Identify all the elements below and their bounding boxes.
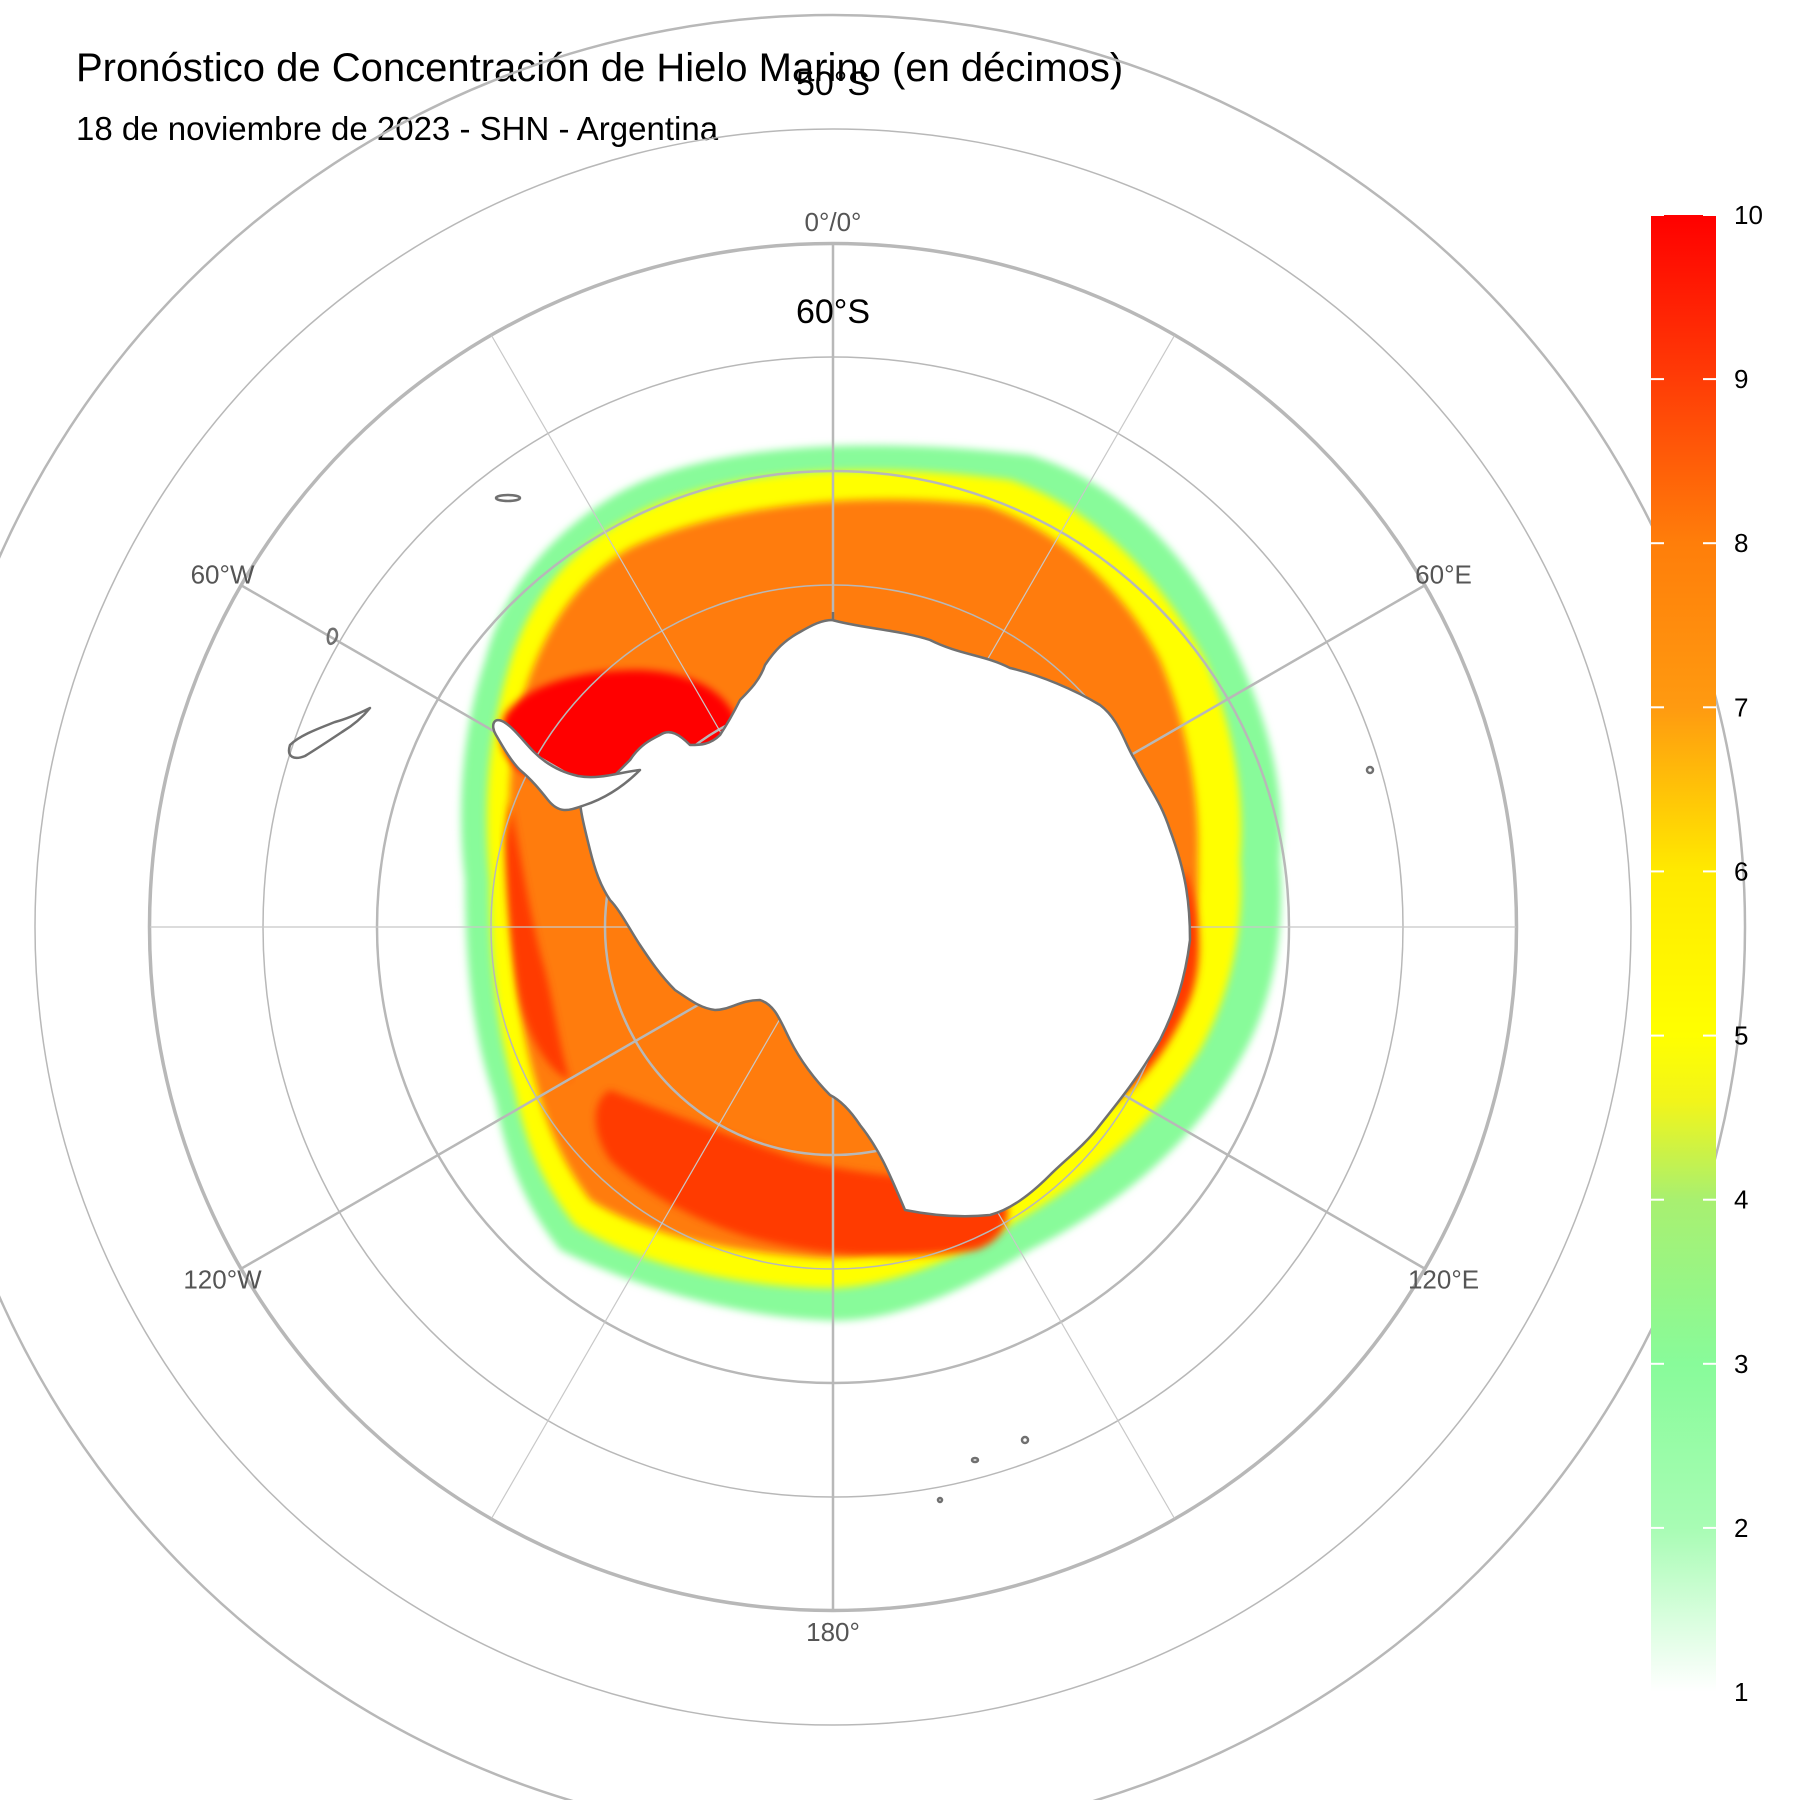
latitude-label: 60°S — [796, 293, 870, 331]
longitude-label: 60°W — [191, 560, 255, 590]
longitude-label: 180° — [806, 1617, 860, 1647]
antarctica-landmass — [578, 618, 1192, 1218]
latitude-circle — [0, 14, 1746, 1800]
map-subtitle: 18 de noviembre de 2023 - SHN - Argentin… — [76, 110, 719, 147]
longitude-labels: 0°/0° 60°E 120°E 180° 120°W 60°W — [183, 207, 1479, 1647]
colorbar-gradient — [1651, 215, 1716, 1692]
colorbar-tick-label: 3 — [1734, 1349, 1748, 1379]
colorbar-tick-label: 8 — [1734, 528, 1748, 558]
colorbar-tick-label: 2 — [1734, 1513, 1748, 1543]
latitude-circle — [34, 128, 1632, 1726]
meridian-line — [490, 926, 834, 1519]
latitude-labels: 50°S 60°S — [796, 65, 870, 331]
ice-patch-amundsen — [505, 800, 570, 1080]
colorbar-ticks: 1 2 3 4 5 6 7 8 9 10 — [1651, 200, 1763, 1707]
latitude-label: 50°S — [796, 65, 870, 103]
colorbar-tick-label: 9 — [1734, 364, 1748, 394]
longitude-label: 60°E — [1415, 560, 1472, 590]
colorbar-tick-label: 10 — [1734, 200, 1763, 230]
longitude-label: 0°/0° — [805, 207, 862, 237]
map-title: Pronóstico de Concentración de Hielo Mar… — [76, 46, 1124, 90]
longitude-label: 120°E — [1408, 1265, 1479, 1295]
colorbar-tick-label: 1 — [1734, 1677, 1748, 1707]
small-islands — [494, 493, 1375, 1504]
antarctic-peninsula — [492, 718, 642, 812]
colorbar-tick-label: 6 — [1734, 856, 1748, 886]
longitude-label: 120°W — [183, 1265, 262, 1295]
colorbar-tick-label: 4 — [1734, 1185, 1748, 1215]
colorbar-tick-label: 7 — [1734, 692, 1748, 722]
ice-patch-ross — [595, 1090, 1008, 1257]
colorbar-tick-label: 5 — [1734, 1021, 1748, 1051]
colorbar: 1 2 3 4 5 6 7 8 9 10 — [1651, 200, 1763, 1707]
south-america-tip — [287, 627, 372, 760]
